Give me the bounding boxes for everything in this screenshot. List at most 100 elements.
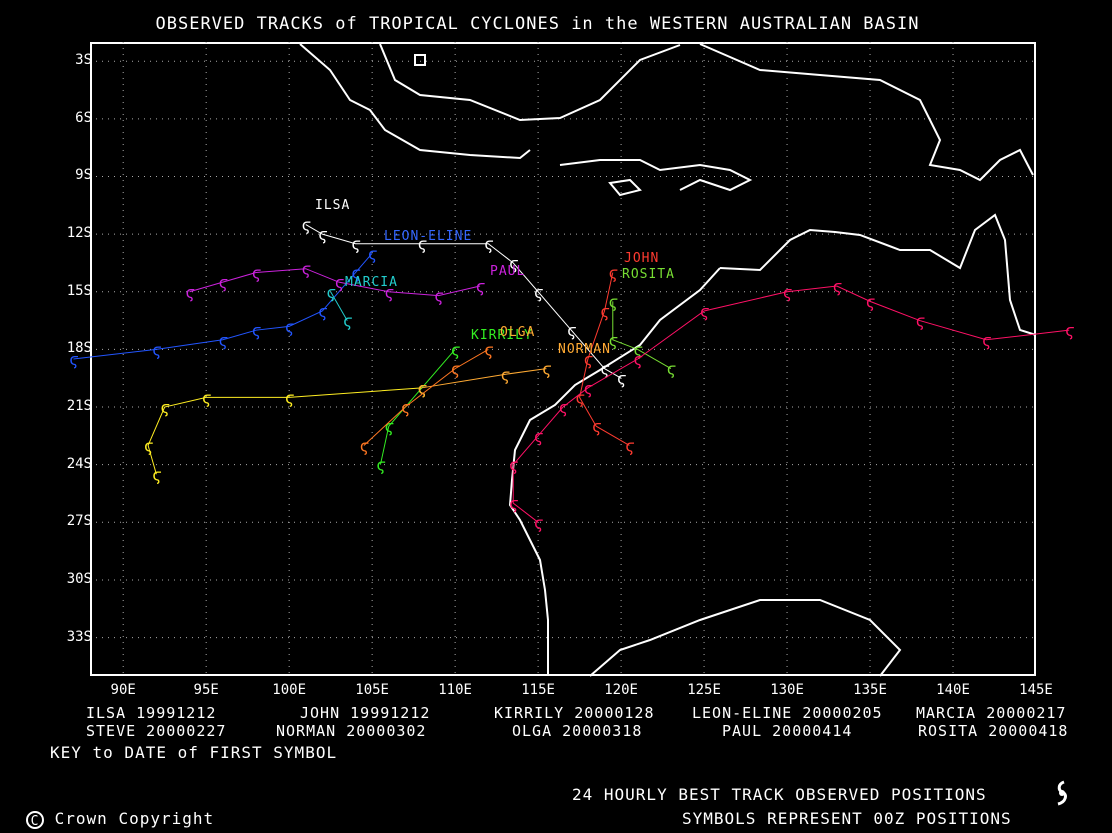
cyclone-position-symbol: ϛ <box>318 302 327 321</box>
cyclone-position-symbol: ϛ <box>302 260 311 279</box>
cyclone-position-symbol: ϛ <box>584 379 593 398</box>
cyclone-position-symbol: ϛ <box>418 379 427 398</box>
cyclone-position-symbol: ϛ <box>161 398 170 417</box>
track-paul <box>189 268 481 297</box>
lon-tick-label: 125E <box>687 682 721 698</box>
cyclone-position-symbol: ϛ <box>542 360 551 379</box>
cyclone-position-symbol: ϛ <box>534 427 543 446</box>
key-paul: PAUL 20000414 <box>722 722 853 740</box>
label-marcia: MARCIA <box>345 275 398 290</box>
track-marcia-se <box>512 285 1070 523</box>
sumatra-java-coast <box>299 43 531 160</box>
cyclone-position-symbol: ϛ <box>144 436 153 455</box>
lat-tick-label: 18S <box>66 340 92 357</box>
cyclone-position-symbol: ϛ <box>592 417 601 436</box>
cyclone-position-symbol: ϛ <box>783 283 792 302</box>
cyclone-position-symbol: ϛ <box>285 388 294 407</box>
cyclone-position-symbol: ϛ <box>866 292 875 311</box>
key-rosita: ROSITA 20000418 <box>918 722 1069 740</box>
lon-tick-label: 95E <box>193 682 219 698</box>
cyclone-position-symbol: ϛ <box>609 331 618 350</box>
coastline <box>299 43 1037 677</box>
australia-south-coast <box>589 599 902 677</box>
cyclone-position-symbol: ϛ <box>451 360 460 379</box>
map-title: OBSERVED TRACKS of TROPICAL CYCLONES in … <box>155 14 920 34</box>
lat-tick-label: 24S <box>66 455 92 472</box>
cyclone-position-symbol: ϛ <box>534 283 543 302</box>
lon-tick-label: 115E <box>521 682 555 698</box>
lon-tick-label: 130E <box>770 682 804 698</box>
lesser-sunda-coast <box>559 159 753 192</box>
footer-line2: SYMBOLS REPRESENT 00Z POSITIONS <box>682 809 1012 828</box>
key-marcia: MARCIA 20000217 <box>916 704 1067 722</box>
cyclone-position-symbol: ϛ <box>285 317 294 336</box>
label-rosita: ROSITA <box>622 267 675 282</box>
cyclone-position-symbol: ϛ <box>509 494 518 513</box>
cyclone-position-symbol: ϛ <box>335 273 344 292</box>
cyclone-position-symbol: ϛ <box>152 465 161 484</box>
cyclone-position-symbol: ϛ <box>609 292 618 311</box>
label-john: JOHN <box>624 251 660 266</box>
cyclone-position-symbol: ϛ <box>219 331 228 350</box>
footer-line1: 24 HOURLY BEST TRACK OBSERVED POSITIONS <box>572 785 987 804</box>
cyclone-position-symbol: ϛ <box>418 379 427 398</box>
lat-tick-label: 15S <box>66 282 92 299</box>
track-norman <box>421 368 547 389</box>
cyclone-position-symbol: ϛ <box>69 350 78 369</box>
map-frame <box>90 42 1036 676</box>
island-2 <box>414 54 426 66</box>
cyclone-position-symbol: ϛ <box>219 273 228 292</box>
cyclone-position-symbol: ϛ <box>385 417 394 436</box>
lon-tick-label: 105E <box>355 682 389 698</box>
cyclone-position-symbol: ϛ <box>916 312 925 331</box>
track-rosita <box>612 301 672 370</box>
lon-tick-label: 90E <box>110 682 136 698</box>
cyclone-position-symbol: ϛ <box>509 456 518 475</box>
cyclone-position-symbol: ϛ <box>418 235 427 254</box>
label-ilsa: ILSA <box>315 198 351 213</box>
track-steve <box>147 387 422 475</box>
australia-north-coast <box>719 213 1037 336</box>
australia-west-coast <box>508 267 721 676</box>
cyclone-position-symbol: ϛ <box>252 264 261 283</box>
cyclone-position-symbol: ϛ <box>567 321 576 340</box>
lon-tick-label: 145E <box>1019 682 1053 698</box>
cyclone-position-symbol: ϛ <box>600 302 609 321</box>
grid-lines <box>90 42 1036 676</box>
cyclone-position-symbol: ϛ <box>343 312 352 331</box>
key-norman: NORMAN 20000302 <box>276 722 427 740</box>
cyclone-position-symbol: ϛ <box>534 513 543 532</box>
new-guinea-coast <box>699 43 1034 182</box>
copyright-notice: C Crown Copyright <box>26 809 214 829</box>
key-john: JOHN 19991212 <box>300 704 431 722</box>
cyclone-position-symbol: ϛ <box>385 283 394 302</box>
cyclone-position-symbol: ϛ <box>700 302 709 321</box>
label-paul: PAUL <box>490 264 526 279</box>
cyclone-position-symbol: ϛ <box>152 340 161 359</box>
lon-tick-label: 135E <box>853 682 887 698</box>
lon-tick-label: 140E <box>936 682 970 698</box>
cyclone-position-symbol: ϛ <box>368 244 377 263</box>
key-leon-eline: LEON-ELINE 20000205 <box>692 704 883 722</box>
copyright-text: Crown Copyright <box>54 809 215 828</box>
cyclone-position-symbol: ϛ <box>376 456 385 475</box>
cyclone-position-symbol: ϛ <box>509 254 518 273</box>
cyclone-position-symbol: ϛ <box>576 388 585 407</box>
cyclone-position-symbol: ϛ <box>401 398 410 417</box>
cyclone-icon <box>1052 780 1072 811</box>
island-1 <box>608 178 642 197</box>
lat-tick-label: 30S <box>66 570 92 587</box>
label-olga: OLGA <box>500 325 536 340</box>
cyclone-position-symbol: ϛ <box>418 379 427 398</box>
lon-tick-label: 110E <box>438 682 472 698</box>
lat-tick-label: 21S <box>66 398 92 415</box>
label-leon-eline: LEON-ELINE <box>384 229 473 244</box>
copyright-icon: C <box>26 810 44 829</box>
cyclone-position-symbol: ϛ <box>202 388 211 407</box>
cyclone-position-symbol: ϛ <box>559 398 568 417</box>
lat-tick-label: 27S <box>66 513 92 530</box>
track-olga <box>363 348 489 446</box>
lat-tick-label: 9S <box>75 167 92 184</box>
